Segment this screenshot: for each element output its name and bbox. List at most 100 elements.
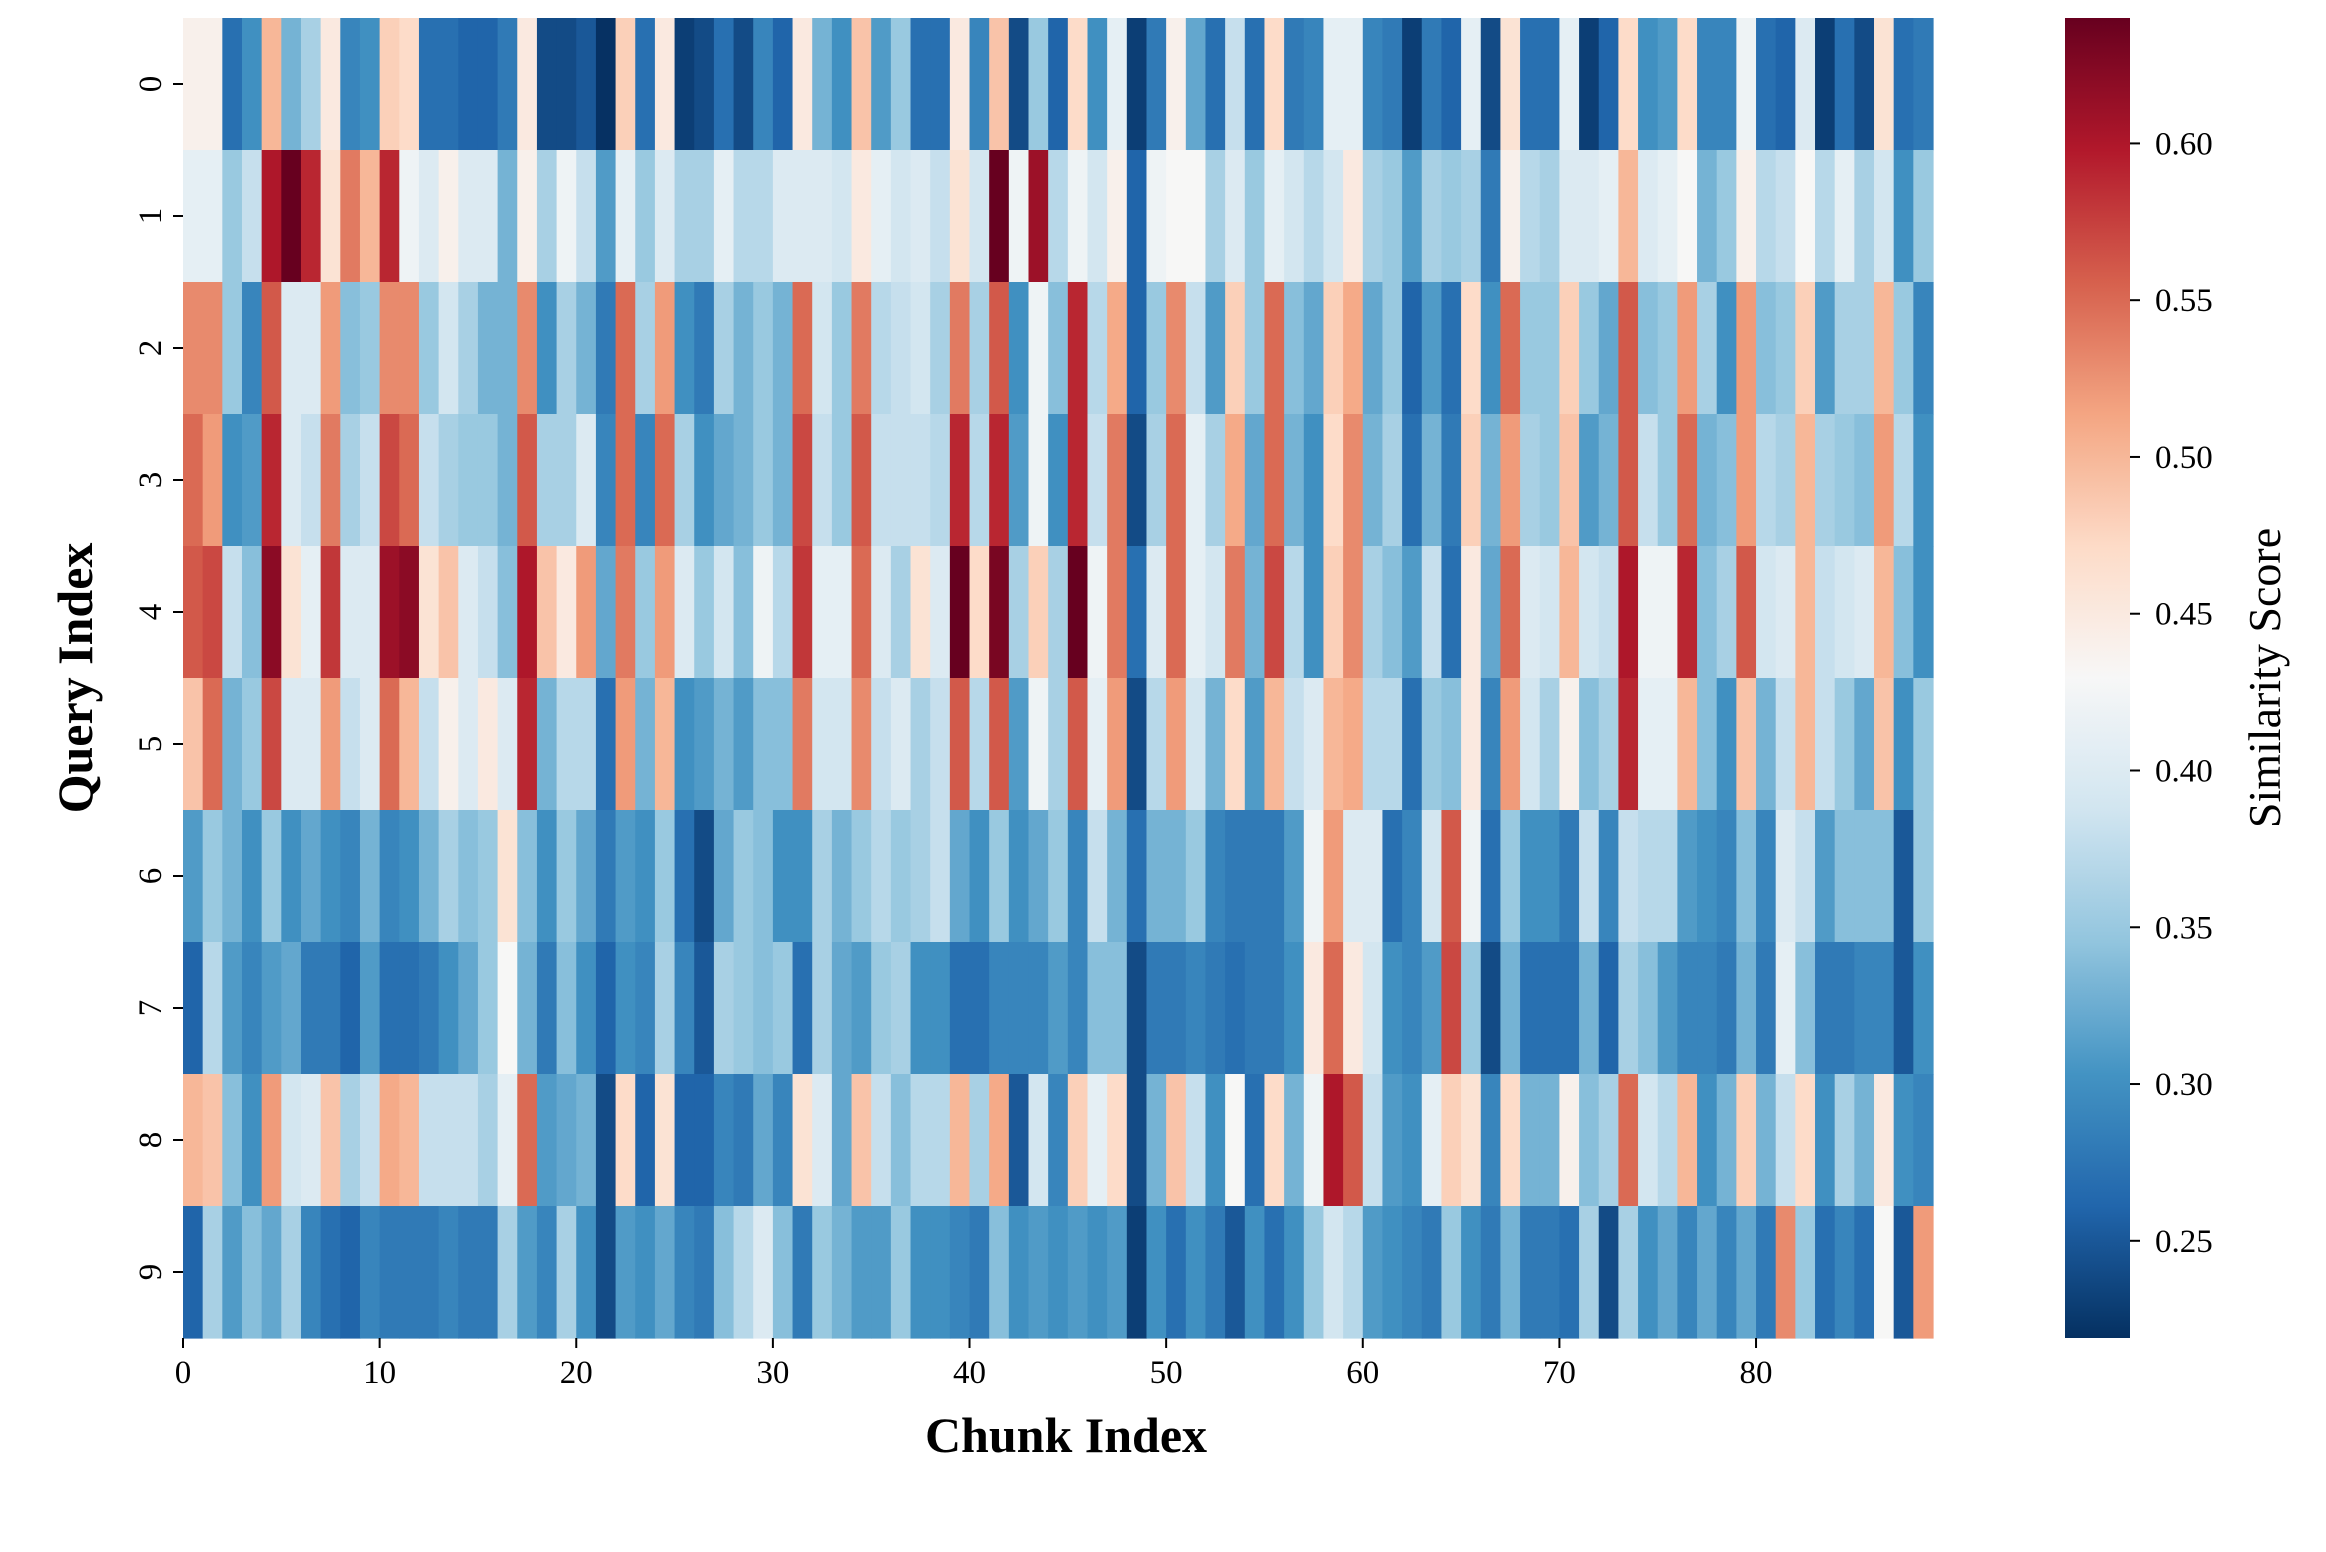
heatmap-cell	[654, 1206, 676, 1339]
heatmap-cell	[1146, 1206, 1167, 1339]
heatmap-cell	[497, 282, 518, 415]
heatmap-cell	[1874, 1074, 1895, 1207]
heatmap-cell	[753, 678, 774, 811]
heatmap-cell	[1618, 678, 1639, 811]
heatmap-cell	[1067, 18, 1089, 151]
heatmap-cell	[1539, 678, 1561, 811]
heatmap-cell	[1834, 414, 1855, 547]
heatmap-cell	[261, 942, 282, 1075]
heatmap-cell	[1205, 282, 1226, 415]
heatmap-cell	[576, 282, 597, 415]
heatmap-cell	[1618, 1074, 1639, 1207]
heatmap-cell	[1441, 942, 1462, 1075]
heatmap-cell	[1048, 942, 1069, 1075]
heatmap-cell	[1126, 18, 1148, 151]
heatmap-cell	[1146, 810, 1167, 943]
heatmap-cell	[1244, 150, 1266, 283]
heatmap-cell	[1559, 282, 1580, 415]
heatmap-cell	[1736, 150, 1757, 283]
heatmap-cell	[910, 282, 931, 415]
heatmap-cell	[1441, 546, 1462, 679]
heatmap-cell	[792, 414, 813, 547]
heatmap-cell	[556, 18, 577, 151]
heatmap-cell	[1402, 18, 1423, 151]
heatmap-cell	[1225, 546, 1246, 679]
heatmap-cell	[536, 1206, 558, 1339]
heatmap-cell	[635, 414, 656, 547]
heatmap-cell	[1775, 282, 1796, 415]
heatmap-cell	[772, 810, 794, 943]
heatmap-cell	[1343, 414, 1364, 547]
heatmap-cell	[1402, 282, 1423, 415]
heatmap-cell	[399, 546, 420, 679]
heatmap-cell	[1579, 150, 1600, 283]
heatmap-cell	[202, 1074, 223, 1207]
heatmap-cell	[910, 150, 931, 283]
heatmap-cell	[556, 150, 577, 283]
heatmap-cell	[1559, 546, 1580, 679]
heatmap-cell	[1323, 414, 1344, 547]
heatmap-cell	[183, 1074, 204, 1207]
heatmap-cell	[733, 810, 754, 943]
heatmap-cell	[1048, 414, 1069, 547]
heatmap-cell	[1067, 282, 1089, 415]
heatmap-cell	[202, 414, 223, 547]
heatmap-cell	[753, 810, 774, 943]
heatmap-cell	[320, 18, 341, 151]
heatmap-cell	[1264, 1206, 1285, 1339]
heatmap-cell	[1913, 678, 1934, 811]
heatmap-cell	[1697, 414, 1718, 547]
heatmap-cell	[1244, 810, 1266, 943]
heatmap-cell	[1579, 414, 1600, 547]
heatmap-cell	[517, 546, 538, 679]
heatmap-cell	[969, 810, 990, 943]
heatmap-cell	[949, 1074, 971, 1207]
heatmap-cell	[281, 546, 302, 679]
heatmap-cell	[1677, 150, 1698, 283]
heatmap-cell	[674, 150, 695, 283]
heatmap-cell	[615, 1074, 636, 1207]
heatmap-cell	[1500, 282, 1521, 415]
heatmap-cell	[1126, 282, 1148, 415]
heatmap-cell	[536, 1074, 558, 1207]
heatmap-cell	[1244, 546, 1266, 679]
heatmap-cell	[1303, 678, 1325, 811]
heatmap-cell	[536, 18, 558, 151]
heatmap-cell	[1421, 942, 1443, 1075]
heatmap-cell	[340, 546, 361, 679]
heatmap-cell	[1166, 150, 1187, 283]
heatmap-cell	[753, 1074, 774, 1207]
heatmap-cell	[1284, 942, 1305, 1075]
heatmap-cell	[340, 1074, 361, 1207]
heatmap-cell	[1146, 678, 1167, 811]
colorbar	[2065, 18, 2130, 1338]
heatmap-cell	[654, 810, 676, 943]
heatmap-cell	[1579, 1206, 1600, 1339]
heatmap-cell	[1008, 414, 1030, 547]
heatmap-cell	[871, 942, 892, 1075]
heatmap-cell	[1815, 18, 1836, 151]
heatmap-cell	[812, 414, 833, 547]
heatmap-cell	[1323, 1074, 1344, 1207]
heatmap-cell	[438, 282, 459, 415]
heatmap-cell	[1146, 282, 1167, 415]
heatmap-cell	[1520, 414, 1541, 547]
heatmap-cell	[300, 942, 322, 1075]
heatmap-cell	[1657, 1206, 1678, 1339]
heatmap-cell	[1028, 678, 1049, 811]
heatmap-cell	[576, 1206, 597, 1339]
heatmap-cell	[1343, 942, 1364, 1075]
heatmap-cell	[222, 150, 243, 283]
heatmap-cell	[1441, 1074, 1462, 1207]
heatmap-cell	[1048, 282, 1069, 415]
heatmap-cell	[1579, 810, 1600, 943]
heatmap-cell	[674, 1074, 695, 1207]
heatmap-cell	[1893, 678, 1914, 811]
heatmap-cell	[792, 1206, 813, 1339]
heatmap-cell	[1303, 1206, 1325, 1339]
heatmap-cell	[1874, 282, 1895, 415]
heatmap-cell	[1323, 942, 1344, 1075]
heatmap-cell	[890, 150, 912, 283]
heatmap-cell	[1874, 18, 1895, 151]
heatmap-cell	[1264, 942, 1285, 1075]
